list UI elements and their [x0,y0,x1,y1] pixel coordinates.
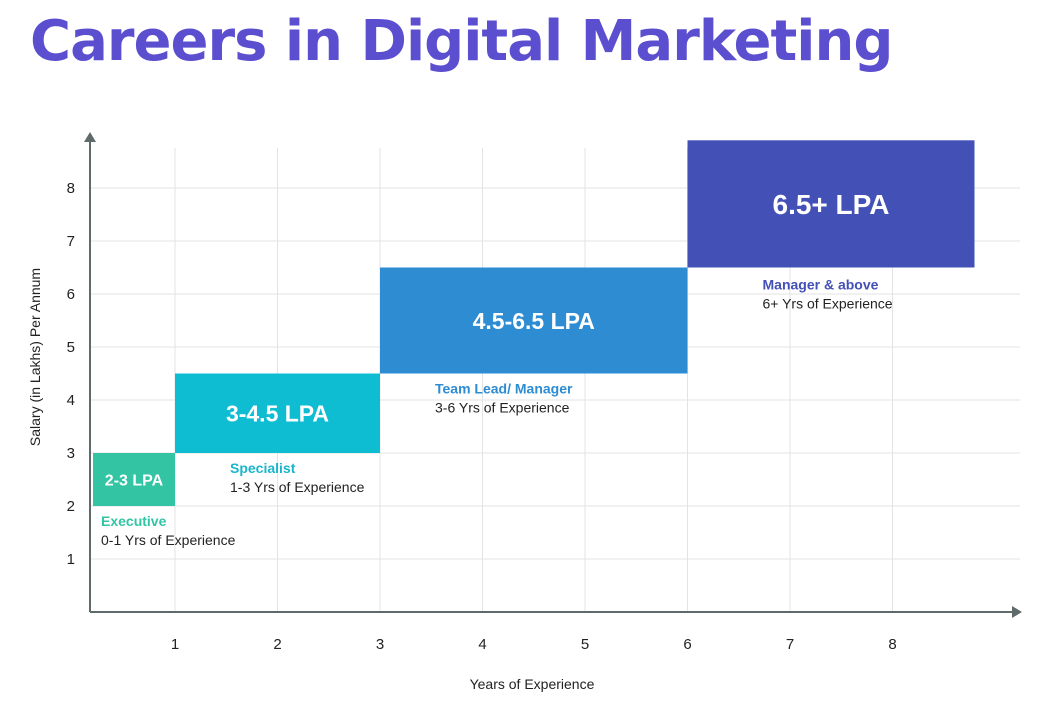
y-tick-label: 5 [67,339,75,356]
y-tick-label: 2 [67,498,75,515]
salary-bands: 2-3 LPA Executive 0-1 Yrs of Experience 3-4… [93,140,975,548]
x-tick-label: 1 [171,636,179,653]
band-salary-label: 3-4.5 LPA [226,401,329,427]
salary-band [380,267,688,374]
band-experience-label: 0-1 Yrs of Experience [101,532,236,548]
band-role-label: Specialist [230,460,296,476]
salary-band [175,373,380,453]
tick-labels: 1 2 3 4 5 6 7 8 1 2 3 4 5 6 7 8 [67,180,897,653]
x-tick-label: 8 [888,636,896,653]
band-experience-label: 1-3 Yrs of Experience [230,479,365,495]
y-axis-arrow [84,132,96,142]
x-axis-arrow [1012,606,1022,618]
y-axis-label: Salary (in Lakhs) Per Annum [27,268,43,446]
y-tick-label: 3 [67,445,75,462]
band-salary-label: 4.5-6.5 LPA [473,308,595,334]
x-axis-label: Years of Experience [470,676,595,692]
band-experience-label: 6+ Yrs of Experience [763,296,893,312]
x-tick-label: 6 [683,636,691,653]
y-tick-label: 6 [67,286,75,303]
band-salary-label: 6.5+ LPA [773,189,890,220]
x-tick-label: 4 [478,636,486,653]
y-tick-label: 8 [67,180,75,197]
y-tick-label: 7 [67,233,75,250]
band-role-label: Executive [101,513,167,529]
salary-band [93,453,175,506]
x-tick-label: 3 [376,636,384,653]
band-experience-label: 3-6 Yrs of Experience [435,400,570,416]
axes [84,132,1022,618]
x-tick-label: 2 [273,636,281,653]
x-tick-label: 5 [581,636,589,653]
y-tick-label: 1 [67,551,75,568]
salary-band [687,140,975,268]
y-tick-label: 4 [67,392,75,409]
page-title: Careers in Digital Marketing [30,9,893,74]
x-tick-label: 7 [786,636,794,653]
band-role-label: Manager & above [763,277,879,293]
band-salary-label: 2-3 LPA [105,472,164,489]
band-role-label: Team Lead/ Manager [435,381,573,397]
